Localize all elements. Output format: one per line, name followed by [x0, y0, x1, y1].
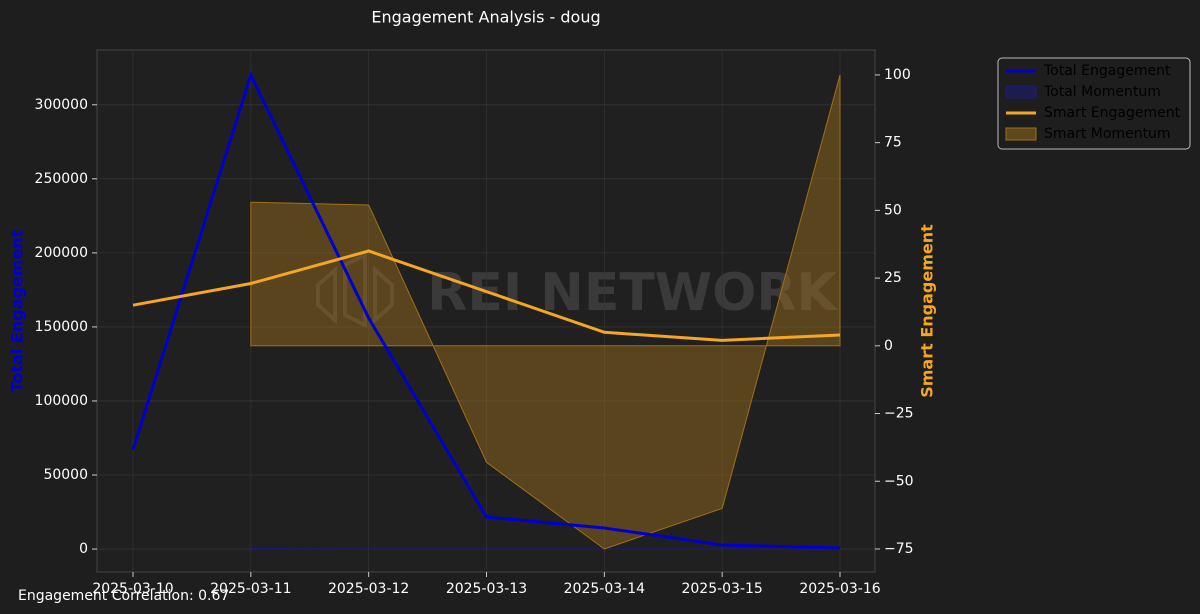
- y2-tick-label: 100: [884, 67, 911, 83]
- legend-swatch: [1005, 85, 1037, 99]
- legend-label: Smart Engagement: [1044, 105, 1181, 121]
- x-tick-label: 2025-03-15: [681, 581, 762, 597]
- x-tick-label: 2025-03-16: [799, 581, 880, 597]
- footer: Engagement Correlation: 0.67: [18, 588, 229, 604]
- series-line: [132, 249, 841, 342]
- series-area: [250, 74, 841, 550]
- legend-label: Smart Momentum: [1044, 126, 1171, 142]
- y2-tick-label: 0: [884, 338, 893, 354]
- series-area: [250, 547, 841, 550]
- legend-swatch: [1005, 127, 1037, 141]
- x-tick-label: 2025-03-13: [446, 581, 527, 597]
- y2-tick-label: 75: [884, 135, 902, 151]
- y2-tick-label: −75: [884, 541, 914, 557]
- x-tick-label: 2025-03-10: [92, 581, 173, 597]
- y-tick-label: 200000: [35, 245, 88, 261]
- y-axis-label: Total Engagement: [8, 229, 27, 392]
- chart-title: Engagement Analysis - doug: [371, 8, 600, 27]
- y2-tick-label: 50: [884, 202, 902, 218]
- y-tick-label: 150000: [35, 319, 88, 335]
- legend-label: Total Engagement: [1043, 63, 1171, 79]
- legend-box: [997, 57, 1191, 150]
- series-line: [131, 71, 841, 550]
- y2-axis-label: Smart Engagement: [918, 224, 937, 398]
- y2-tick-label: 25: [884, 270, 902, 286]
- y-tick-label: 50000: [43, 467, 88, 483]
- y-tick-label: 100000: [35, 393, 88, 409]
- y2-tick-label: −25: [884, 406, 914, 422]
- x-tick-label: 2025-03-11: [210, 581, 291, 597]
- y-tick-label: 250000: [35, 171, 88, 187]
- y2-tick-label: −50: [884, 473, 914, 489]
- x-tick-label: 2025-03-14: [564, 581, 645, 597]
- x-tick-label: 2025-03-12: [328, 581, 409, 597]
- watermark: REI NETWORK: [427, 263, 838, 323]
- y-tick-label: 300000: [35, 97, 88, 113]
- legend-label: Total Momentum: [1043, 84, 1161, 100]
- plot-area: [96, 49, 876, 573]
- watermark-logo: [316, 251, 394, 329]
- y-tick-label: 0: [79, 541, 88, 557]
